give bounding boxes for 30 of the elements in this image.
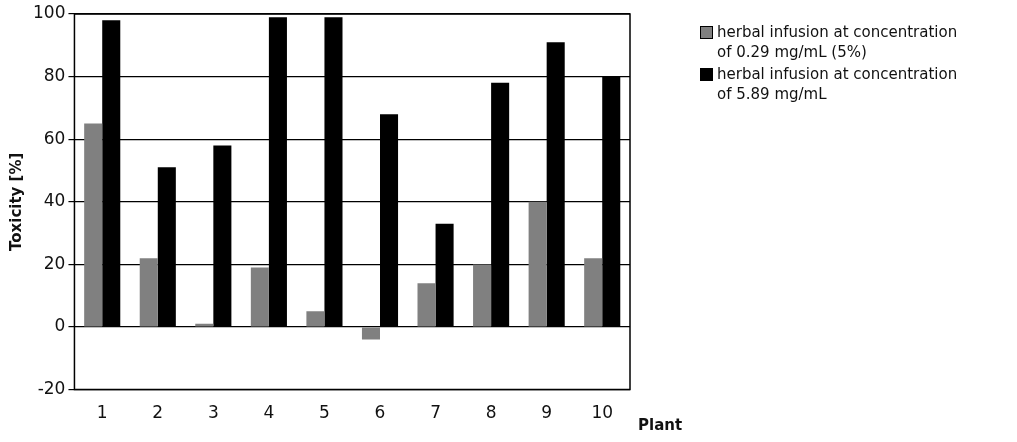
bar xyxy=(139,258,158,327)
x-tick-label: 8 xyxy=(485,402,497,423)
y-tick-label: -20 xyxy=(37,378,66,399)
y-tick-label: 20 xyxy=(43,252,66,273)
bar xyxy=(361,327,380,340)
bar xyxy=(584,258,603,327)
x-tick-label: 10 xyxy=(591,402,614,423)
y-tick-label: 60 xyxy=(43,127,66,148)
y-tick-label: 100 xyxy=(32,2,66,23)
bar xyxy=(250,267,269,327)
x-tick-label: 9 xyxy=(541,402,553,423)
x-tick-label: 7 xyxy=(430,402,441,423)
x-tick-label: 4 xyxy=(263,402,275,423)
x-tick-label: 6 xyxy=(374,402,386,423)
x-tick-label: 1 xyxy=(96,402,108,423)
legend-label: herbal infusion at concentration of 5.89 mg/mL xyxy=(717,64,959,104)
bar xyxy=(84,123,103,327)
x-tick-label: 3 xyxy=(207,402,219,423)
bar xyxy=(473,264,492,327)
y-tick-label: 0 xyxy=(54,315,66,336)
y-tick-label: 40 xyxy=(43,190,66,211)
x-tick-label: 5 xyxy=(319,402,330,423)
legend-label: herbal infusion at concentration of 0.29 mg/mL (5%) xyxy=(717,22,959,62)
y-axis-title: Toxicity [%] xyxy=(6,152,25,251)
bar xyxy=(417,283,436,327)
bar xyxy=(528,201,547,327)
x-tick-label: 2 xyxy=(152,402,164,423)
bar xyxy=(306,311,325,327)
x-axis-title: Plant xyxy=(638,415,683,434)
y-tick-label: 80 xyxy=(43,65,66,86)
